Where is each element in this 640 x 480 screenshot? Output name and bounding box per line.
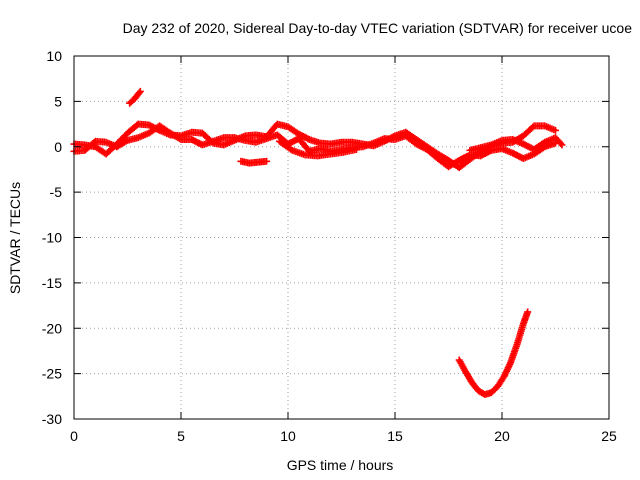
series-track-c xyxy=(126,87,144,107)
y-tick-label: -20 xyxy=(42,320,62,336)
data-point xyxy=(557,139,565,147)
data-point xyxy=(122,137,130,145)
data-point xyxy=(524,308,532,316)
data-point xyxy=(558,141,566,149)
series-track-b xyxy=(70,122,559,171)
y-tick-label: -10 xyxy=(42,230,62,246)
series-track-f xyxy=(466,134,566,154)
y-tick-label: 10 xyxy=(46,48,62,64)
x-tick-label: 15 xyxy=(387,428,403,444)
series-track-g xyxy=(455,308,532,398)
y-tick-label: -15 xyxy=(42,275,62,291)
y-tick-label: -25 xyxy=(42,366,62,382)
data-point xyxy=(352,145,360,153)
grid xyxy=(74,56,609,419)
data-point xyxy=(552,126,559,134)
x-tick-label: 20 xyxy=(494,428,510,444)
data-point xyxy=(136,87,144,95)
x-axis-label: GPS time / hours xyxy=(287,457,394,473)
x-tick-label: 0 xyxy=(70,428,78,444)
y-tick-label: 0 xyxy=(54,139,62,155)
series-track-d xyxy=(237,157,271,167)
chart-title: Day 232 of 2020, Sidereal Day-to-day VTE… xyxy=(123,20,633,36)
data-points xyxy=(70,87,566,398)
data-point xyxy=(135,89,143,97)
x-tick-label: 5 xyxy=(177,428,185,444)
data-point xyxy=(175,135,183,143)
y-tick-label: -30 xyxy=(42,411,62,427)
y-axis-label: SDTVAR / TECUs xyxy=(7,182,23,294)
y-axis: -30 -25 -20 -15 -10 -5 0 5 10 xyxy=(42,48,609,427)
x-axis: 0 5 10 15 20 25 xyxy=(70,56,617,444)
y-tick-label: 5 xyxy=(54,93,62,109)
x-tick-label: 25 xyxy=(601,428,617,444)
x-tick-label: 10 xyxy=(280,428,296,444)
series-track-e xyxy=(275,137,360,160)
y-tick-label: -5 xyxy=(50,184,63,200)
data-point xyxy=(263,157,271,165)
